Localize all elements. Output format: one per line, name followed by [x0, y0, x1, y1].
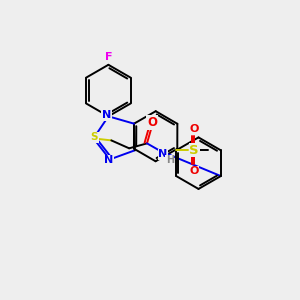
Text: S: S	[189, 144, 199, 157]
Text: O: O	[189, 166, 199, 176]
Text: N: N	[104, 155, 113, 165]
Text: S: S	[91, 132, 98, 142]
Text: N: N	[102, 110, 111, 120]
Text: F: F	[105, 52, 112, 62]
Text: H: H	[166, 155, 174, 165]
Text: N: N	[158, 149, 167, 159]
Text: O: O	[189, 124, 199, 134]
Text: O: O	[147, 116, 157, 129]
